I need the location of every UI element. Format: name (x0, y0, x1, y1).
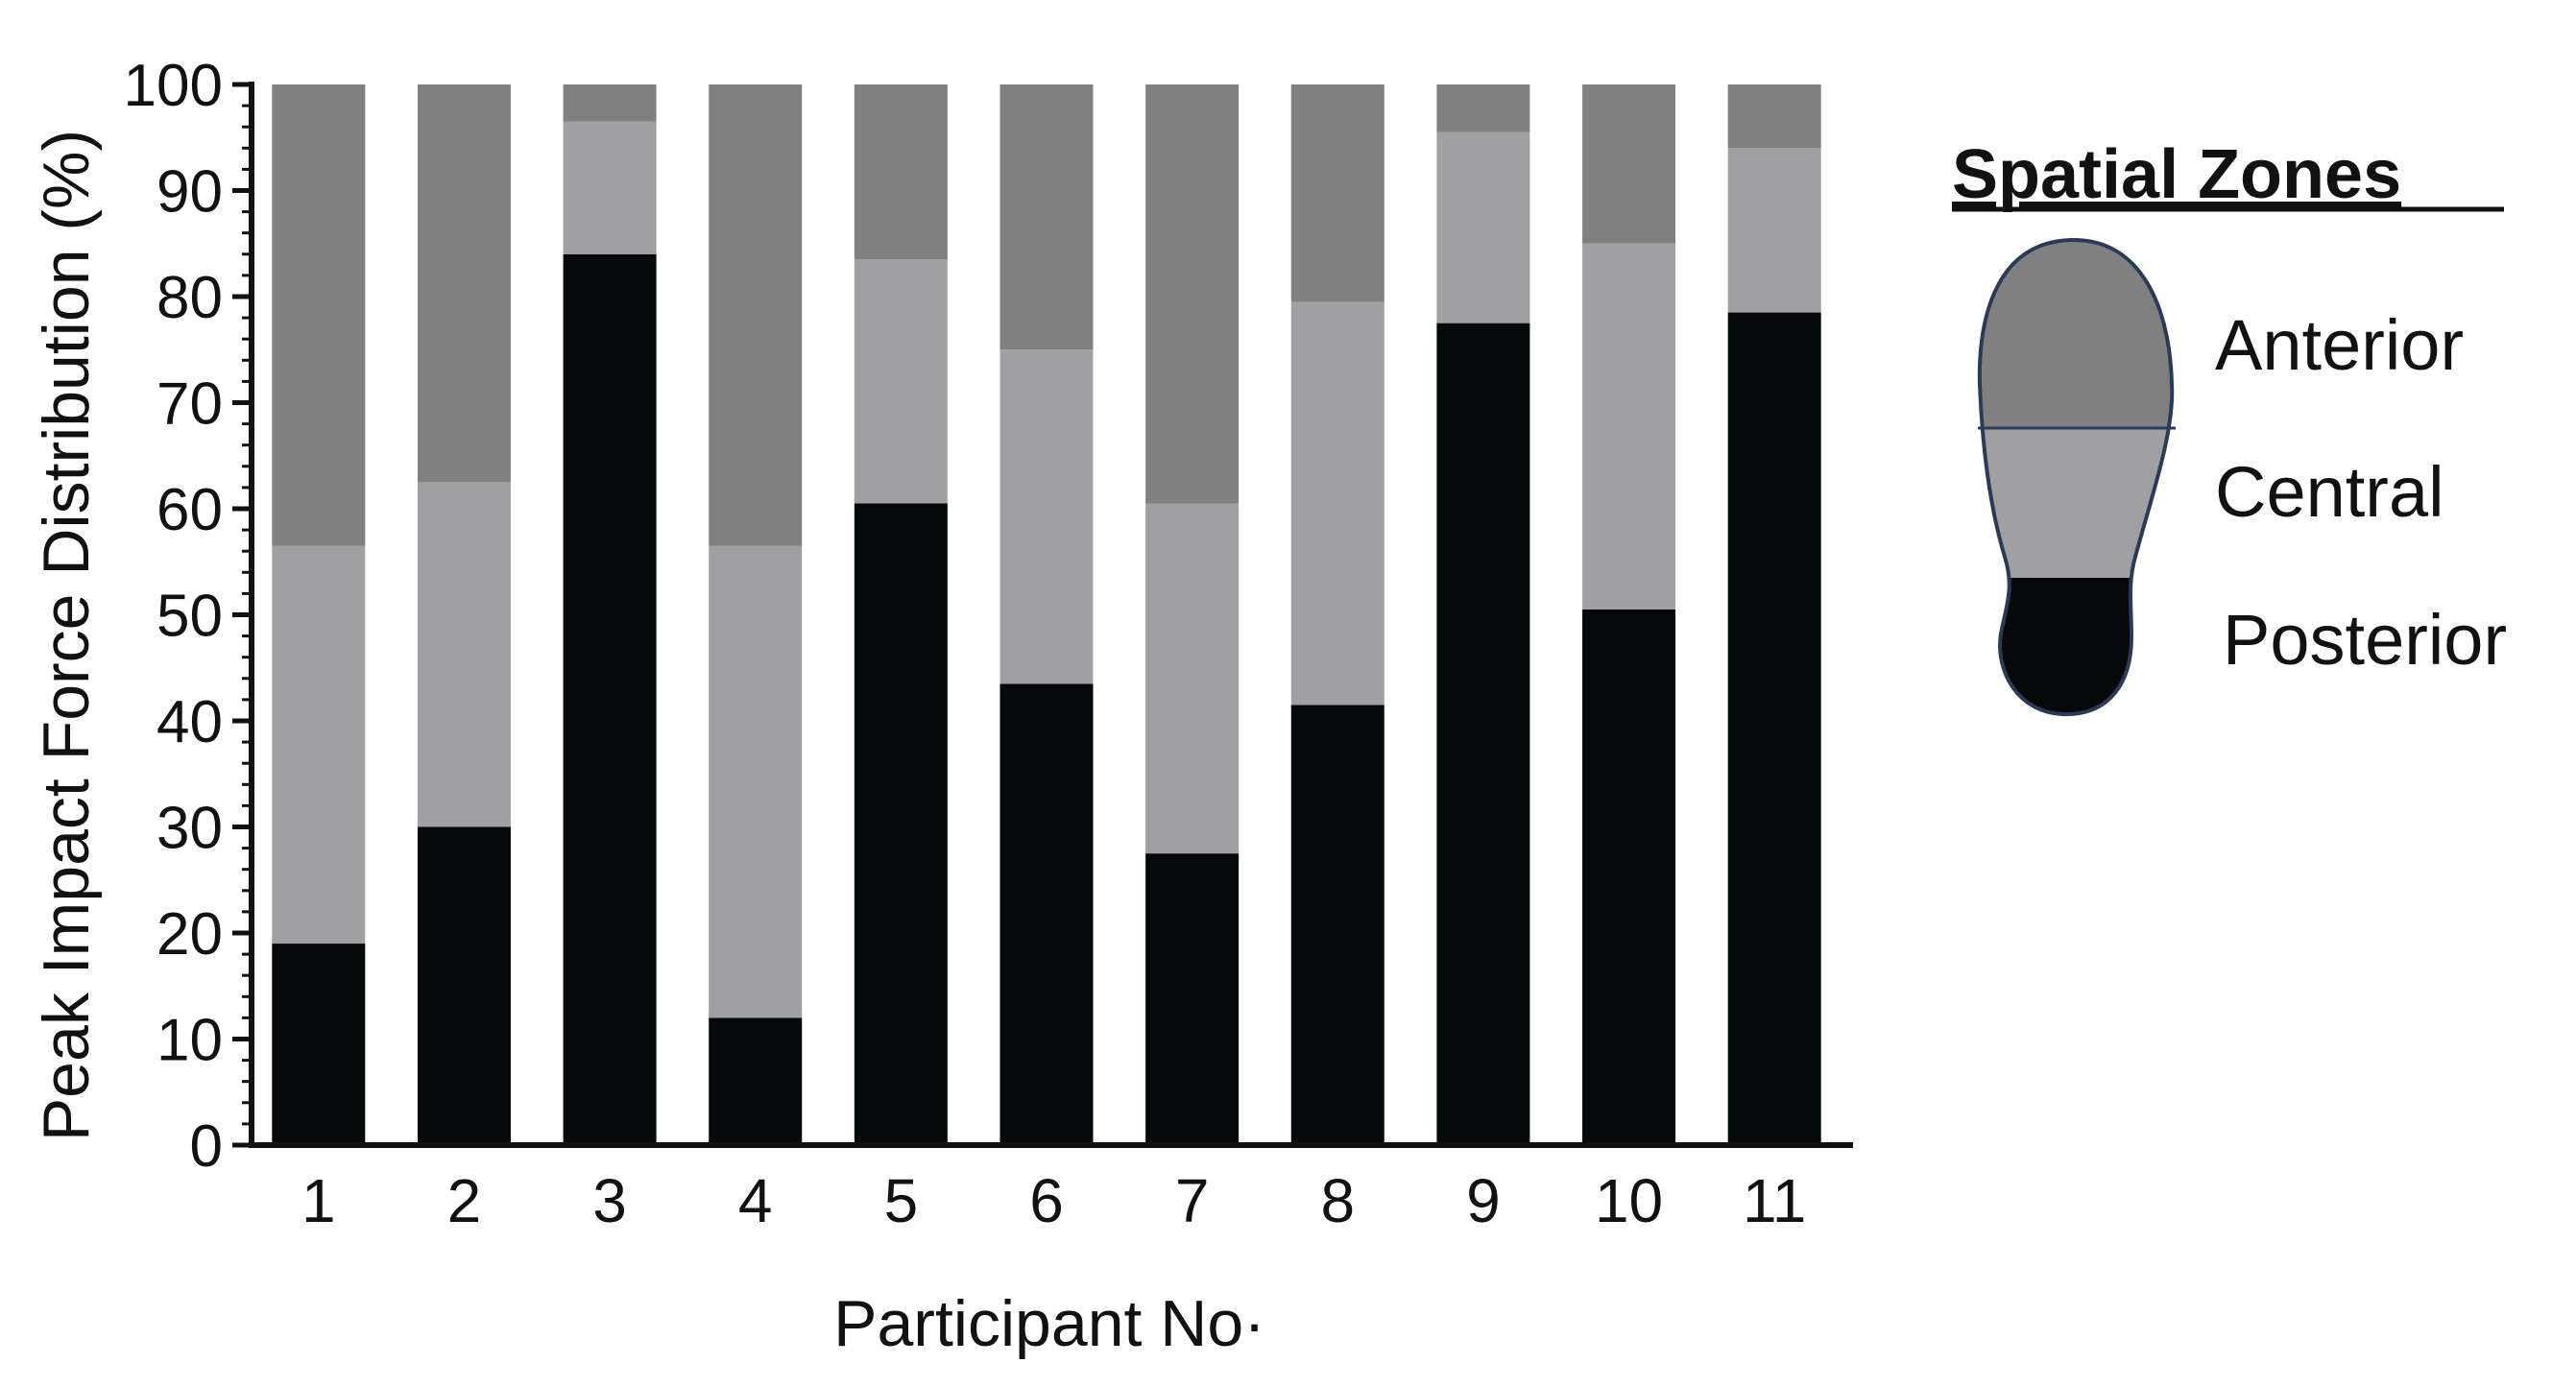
y-tick-label: 100 (124, 53, 223, 119)
bar-segment-posterior-8 (1290, 705, 1384, 1145)
legend-label-posterior: Posterior (2223, 600, 2507, 680)
sole-central-zone (1979, 428, 2173, 578)
x-axis-label: Participant No· (833, 1287, 1265, 1360)
shoe-sole-icon (1977, 237, 2176, 717)
x-tick-label: 4 (738, 1166, 773, 1235)
bar-segment-central-5 (854, 259, 948, 504)
y-tick-label: 80 (156, 265, 223, 331)
y-tick-label: 10 (156, 1008, 223, 1074)
y-tick-label: 50 (156, 584, 223, 650)
y-tick-label: 20 (156, 901, 223, 968)
bar-segment-central-2 (417, 482, 511, 827)
y-axis-ticks: 0 10 20 30 40 50 60 70 80 90 100 (124, 53, 252, 1180)
bar-segment-anterior-1 (272, 84, 366, 546)
bar-segment-posterior-2 (417, 826, 511, 1145)
y-tick-label: 70 (156, 371, 223, 438)
bar-group (272, 84, 1821, 1145)
x-tick-label: 5 (884, 1166, 919, 1235)
bar-segment-posterior-1 (272, 944, 366, 1145)
bar-segment-central-3 (563, 121, 657, 254)
bar-segment-anterior-7 (1145, 84, 1240, 504)
x-tick-label: 2 (447, 1166, 482, 1235)
bar-segment-anterior-6 (999, 84, 1094, 350)
bar-segment-posterior-7 (1145, 853, 1240, 1145)
y-tick-label: 90 (156, 159, 223, 226)
y-tick-label: 30 (156, 796, 223, 862)
legend-label-anterior: Anterior (2215, 305, 2464, 385)
legend: Spatial Zones Anterior Central Posterior (1952, 136, 2507, 717)
bar-segment-central-4 (709, 545, 803, 1018)
x-tick-label: 8 (1320, 1166, 1355, 1235)
bar-segment-central-11 (1727, 148, 1821, 313)
bar-segment-anterior-10 (1582, 84, 1676, 244)
plot-area: 0 10 20 30 40 50 60 70 80 90 100 1 2 3 4 5 6 7 8 9 10 11 (124, 53, 1853, 1235)
sole-outline (1977, 237, 2175, 717)
bar-segment-central-6 (999, 349, 1094, 684)
bar-segment-anterior-9 (1436, 84, 1530, 132)
x-tick-label: 9 (1466, 1166, 1501, 1235)
bar-segment-posterior-5 (854, 503, 948, 1145)
bar-segment-posterior-6 (999, 683, 1094, 1145)
x-tick-label: 7 (1175, 1166, 1210, 1235)
x-tick-label: 11 (1743, 1166, 1806, 1235)
x-tick-label: 6 (1029, 1166, 1064, 1235)
bar-segment-posterior-11 (1727, 312, 1821, 1145)
bar-segment-anterior-8 (1290, 84, 1384, 302)
sole-anterior-zone (1979, 240, 2173, 428)
x-tick-label: 3 (592, 1166, 627, 1235)
bar-segment-posterior-3 (563, 253, 657, 1145)
bar-segment-central-1 (272, 545, 366, 945)
bar-segment-central-9 (1436, 132, 1530, 323)
x-axis-ticks: 1 2 3 4 5 6 7 8 9 10 11 (301, 1166, 1806, 1235)
bar-segment-anterior-3 (563, 84, 657, 122)
x-tick-label: 1 (301, 1166, 336, 1235)
legend-title: Spatial Zones (1952, 136, 2401, 213)
y-tick-label: 40 (156, 689, 223, 755)
bar-segment-anterior-11 (1727, 84, 1821, 149)
y-axis-label: Peak Impact Force Distribution (%) (30, 130, 103, 1141)
bar-segment-central-7 (1145, 503, 1240, 854)
bar-segment-anterior-2 (417, 84, 511, 483)
bar-segment-posterior-9 (1436, 323, 1530, 1145)
x-tick-label: 10 (1595, 1166, 1663, 1235)
bar-segment-central-8 (1290, 301, 1384, 705)
y-tick-label: 0 (190, 1113, 223, 1180)
bar-segment-posterior-4 (709, 1017, 803, 1145)
bar-segment-anterior-4 (709, 84, 803, 546)
legend-label-central: Central (2215, 452, 2444, 532)
y-tick-label: 60 (156, 477, 223, 543)
bar-segment-posterior-10 (1582, 609, 1676, 1145)
bar-segment-central-10 (1582, 243, 1676, 610)
bar-segment-anterior-5 (854, 84, 948, 260)
